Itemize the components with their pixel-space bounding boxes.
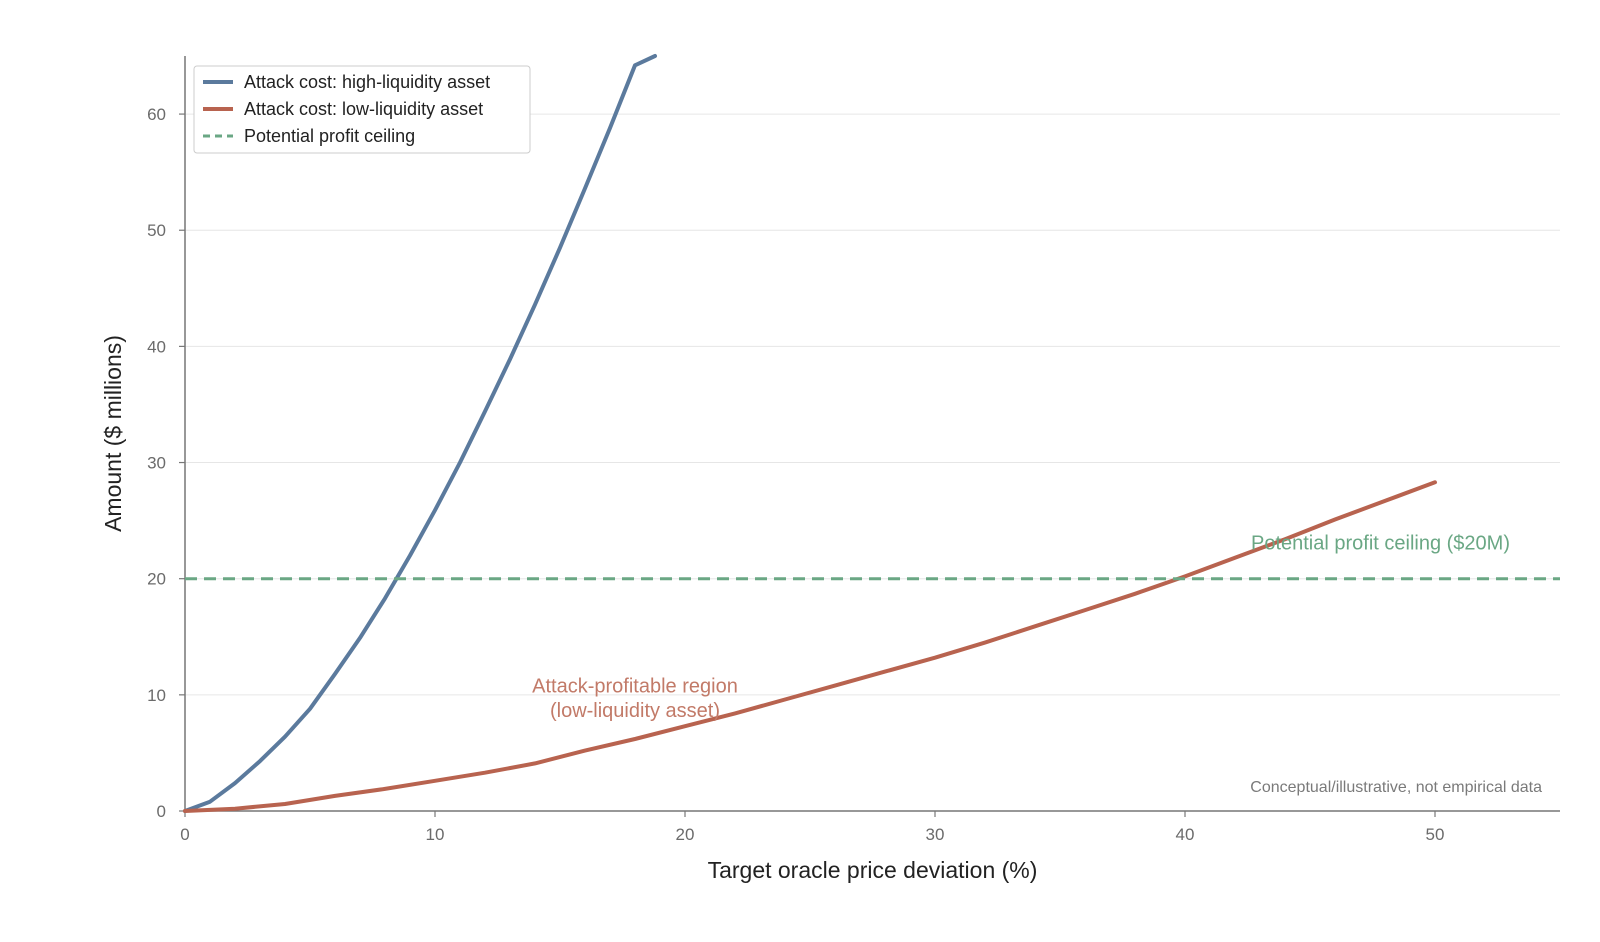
y-tick-label: 30 — [147, 454, 166, 473]
x-tick-label: 20 — [676, 825, 695, 844]
x-axis-label: Target oracle price deviation (%) — [708, 857, 1038, 883]
y-axis-label: Amount ($ millions) — [100, 335, 126, 532]
annotation-text-2: (low-liquidity asset) — [550, 700, 720, 722]
x-tick-label: 30 — [926, 825, 945, 844]
y-tick-label: 0 — [157, 802, 166, 821]
series-line-1 — [183, 480, 1437, 813]
y-tick-label: 40 — [147, 337, 166, 356]
legend: Attack cost: high-liquidity asset Attack … — [193, 65, 531, 154]
y-tick-label: 10 — [147, 686, 166, 705]
x-tick-label: 50 — [1426, 825, 1445, 844]
annotation-text-1: Attack-profitable region — [532, 676, 738, 698]
legend-box — [193, 65, 531, 154]
series-layer — [183, 54, 1560, 813]
annotations: Potential profit ceiling ($20M) Attack-pr… — [532, 533, 1510, 722]
legend-label-1: Attack cost: low-liquidity asset — [244, 99, 483, 119]
axes — [184, 56, 1560, 812]
x-tick-label: 40 — [1176, 825, 1195, 844]
x-tick-label: 10 — [426, 825, 445, 844]
y-tick-label: 60 — [147, 105, 166, 124]
legend-label-0: Attack cost: high-liquidity asset — [244, 72, 490, 92]
y-axis-ticks: 0 10 20 30 40 50 60 — [147, 105, 185, 821]
x-tick-label: 0 — [180, 825, 189, 844]
y-tick-label: 50 — [147, 221, 166, 240]
legend-label-2: Potential profit ceiling — [244, 126, 415, 146]
annotation-text-0: Potential profit ceiling ($20M) — [1251, 533, 1510, 555]
x-axis-ticks: 0 10 20 30 40 50 — [180, 811, 1444, 844]
series-line-0 — [183, 54, 657, 813]
footnote: Conceptual/illustrative, not empirical d… — [1250, 779, 1542, 796]
y-tick-label: 20 — [147, 570, 166, 589]
gridlines — [185, 113, 1560, 696]
